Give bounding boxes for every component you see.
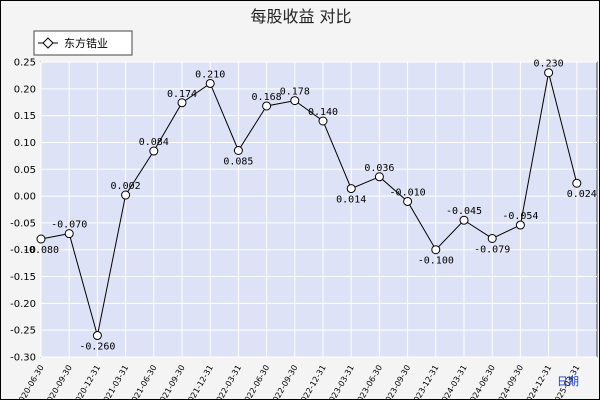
data-labels: -0.080 -0.070 -0.260 0.002 0.084 0.174 0.210 0.…	[23, 59, 597, 353]
data-label: 0.002	[111, 181, 141, 192]
data-label: 0.140	[308, 107, 338, 118]
x-tick-label: 2022-06-30	[240, 364, 271, 400]
data-label: 0.024	[567, 189, 597, 200]
x-tick-label: 2021-09-30	[156, 364, 187, 400]
x-tick-label: 2024-06-30	[466, 364, 497, 400]
y-tick-label: 0.15	[14, 111, 36, 122]
data-point	[36, 234, 46, 244]
data-point	[431, 245, 441, 255]
data-point	[487, 233, 497, 243]
legend-label: 东方锆业	[64, 36, 108, 50]
data-point	[515, 220, 525, 230]
plot-area	[40, 61, 598, 358]
data-label: -0.260	[79, 342, 115, 353]
legend-marker-icon	[42, 37, 54, 49]
x-tick-label: 2022-09-30	[268, 364, 299, 400]
series-line-东方锆业	[40, 72, 578, 336]
legend-box	[33, 30, 133, 56]
data-point	[92, 331, 102, 341]
data-label: -0.070	[51, 220, 87, 231]
x-tick-label: 2020-09-30	[43, 364, 74, 400]
y-tick-label: -0.20	[10, 299, 36, 310]
data-label: -0.100	[418, 256, 454, 267]
data-label: 0.084	[139, 137, 169, 148]
x-tick-label: 2022-03-31	[212, 364, 243, 400]
data-label: 0.014	[336, 195, 366, 206]
data-label: -0.010	[390, 187, 426, 198]
data-point	[403, 196, 413, 206]
chart-title: 每股收益 对比	[250, 7, 351, 26]
y-axis-ticks: 0.25 0.20 0.15 0.10 0.05 0.00 -0.05 -0.10 -0.15 -…	[10, 58, 36, 364]
x-tick-label: 2021-03-31	[99, 364, 130, 400]
y-tick-label: -0.30	[10, 353, 36, 364]
data-point	[318, 116, 328, 126]
x-tick-label: 2022-12-31	[297, 364, 328, 400]
data-label: -0.054	[502, 211, 538, 222]
data-point	[177, 98, 187, 108]
legend: 东方锆业	[33, 30, 133, 56]
data-point	[233, 146, 243, 155]
y-tick-label: 0.05	[14, 165, 36, 176]
data-point	[346, 184, 356, 194]
data-label: 0.230	[534, 59, 564, 70]
x-tick-label: 2020-06-30	[15, 364, 46, 400]
data-label: 0.168	[252, 92, 282, 103]
data-label: 0.178	[280, 87, 310, 98]
data-label: -0.080	[23, 245, 59, 256]
data-label: -0.045	[446, 206, 482, 217]
data-point	[205, 78, 215, 88]
x-tick-label: 2021-12-31	[184, 364, 215, 400]
data-point	[459, 215, 469, 225]
x-tick-label: 2020-12-31	[71, 364, 102, 400]
y-tick-label: 0.20	[14, 84, 36, 95]
data-point	[262, 101, 272, 111]
x-tick-label: 2024-09-30	[494, 364, 525, 400]
data-point	[121, 190, 131, 200]
data-label: 0.210	[195, 69, 225, 80]
data-label: -0.079	[474, 244, 510, 255]
y-tick-label: -0.10	[10, 245, 36, 256]
x-tick-label: 2023-09-30	[381, 364, 412, 400]
data-point	[544, 68, 554, 78]
x-tick-label: 2021-06-30	[127, 364, 158, 400]
x-tick-label: 2024-12-31	[522, 364, 553, 400]
data-label: 0.174	[167, 89, 197, 100]
x-axis-ticks: 2020-06-302020-09-302020-12-312021-03-31…	[15, 364, 582, 400]
y-tick-label: 0.10	[14, 138, 36, 149]
x-tick-label: 2023-12-31	[409, 364, 440, 400]
y-tick-label: -0.05	[10, 218, 36, 229]
data-point	[572, 178, 582, 188]
data-point	[290, 96, 300, 106]
x-tick-label: 2024-03-31	[438, 364, 469, 400]
x-tick-label: 2023-06-30	[353, 364, 384, 400]
data-point	[149, 146, 159, 156]
y-tick-label: -0.15	[10, 272, 36, 283]
y-tick-label: 0.25	[14, 58, 36, 69]
x-axis-label: 日期	[557, 375, 579, 388]
data-label: 0.085	[223, 157, 253, 168]
grid-lines	[40, 61, 597, 358]
x-tick-label: 2023-03-31	[325, 364, 356, 400]
data-point	[64, 229, 74, 239]
y-tick-label: 0.00	[14, 192, 36, 203]
data-label: 0.036	[364, 163, 394, 174]
data-point	[374, 172, 384, 182]
y-tick-label: -0.25	[10, 326, 36, 337]
data-points	[36, 68, 582, 341]
